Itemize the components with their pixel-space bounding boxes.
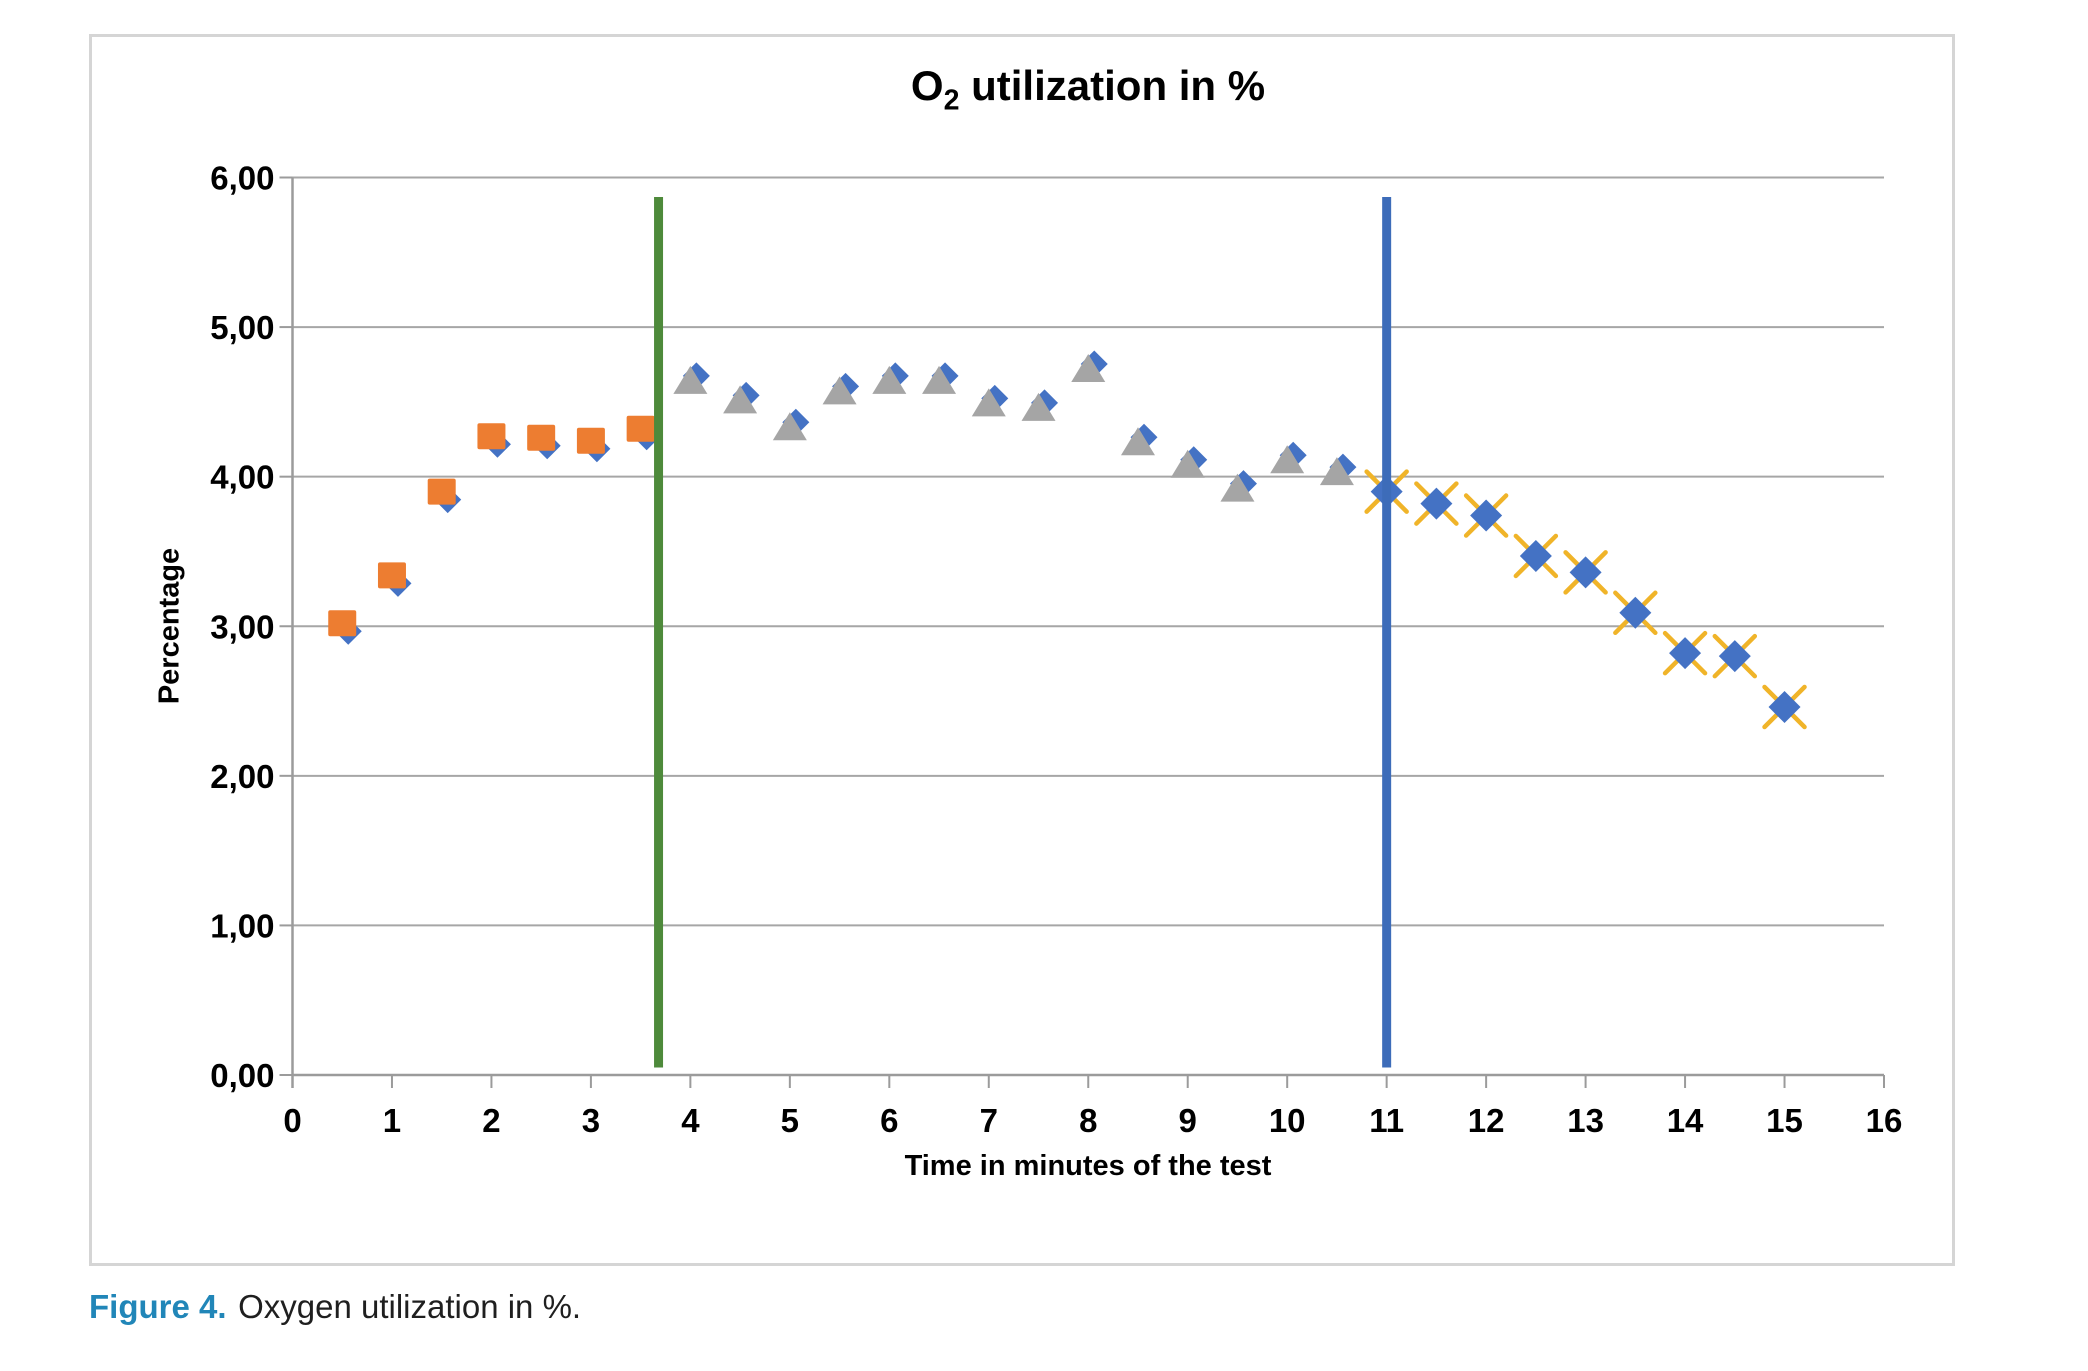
data-point-square — [377, 562, 406, 589]
data-point-triangle — [1021, 392, 1056, 421]
data-point-triangle — [723, 385, 758, 414]
chart-title-prefix: O — [910, 62, 944, 109]
x-tick-label: 12 — [1468, 1102, 1505, 1139]
data-point-triangle — [1220, 473, 1255, 502]
x-tick-label: 10 — [1269, 1102, 1306, 1139]
y-tick-label: 3,00 — [210, 608, 274, 645]
y-tick-label: 1,00 — [210, 907, 274, 944]
figure-caption-label: Figure 4. — [89, 1288, 227, 1325]
x-tick-label: 9 — [1179, 1102, 1197, 1139]
data-point-diamond — [1718, 640, 1751, 673]
data-point-triangle — [922, 365, 957, 394]
data-point-triangle — [971, 388, 1006, 417]
x-tick-label: 16 — [1866, 1102, 1903, 1139]
y-tick-label: 5,00 — [210, 309, 274, 346]
x-tick-label: 6 — [880, 1102, 898, 1139]
data-point-triangle — [1120, 427, 1155, 456]
x-tick-label: 2 — [482, 1102, 500, 1139]
data-point-triangle — [872, 365, 907, 394]
chart-title-suffix: utilization in % — [959, 62, 1266, 109]
x-tick-label: 3 — [582, 1102, 600, 1139]
y-axis-title: Percentage — [153, 547, 186, 705]
data-point-square — [427, 478, 456, 505]
x-tick-label: 15 — [1766, 1102, 1803, 1139]
data-point-diamond — [1420, 487, 1453, 520]
data-point-diamond — [1669, 637, 1702, 670]
data-point-triangle — [772, 412, 807, 441]
data-point-diamond — [1768, 691, 1801, 724]
data-point-square — [527, 424, 556, 451]
data-point-diamond — [1470, 499, 1503, 532]
data-point-triangle — [1071, 353, 1106, 382]
data-point-diamond — [1619, 596, 1652, 629]
x-tick-label: 8 — [1079, 1102, 1097, 1139]
figure-caption-text: Oxygen utilization in %. — [238, 1288, 582, 1325]
x-axis-title: Time in minutes of the test — [904, 1150, 1272, 1182]
data-point-square — [626, 415, 655, 442]
x-tick-label: 4 — [681, 1102, 700, 1139]
x-tick-label: 7 — [980, 1102, 998, 1139]
x-tick-label: 0 — [283, 1102, 301, 1139]
chart-title-subscript: 2 — [943, 84, 960, 117]
x-tick-label: 5 — [781, 1102, 799, 1139]
y-tick-label: 6,00 — [210, 160, 274, 197]
data-point-triangle — [1270, 445, 1305, 474]
data-point-triangle — [1319, 457, 1354, 486]
data-point-diamond — [1519, 539, 1552, 572]
data-point-triangle — [822, 376, 857, 405]
data-point-square — [576, 427, 605, 454]
figure-frame — [89, 34, 1955, 1266]
data-point-triangle — [673, 365, 708, 394]
x-tick-label: 14 — [1667, 1102, 1704, 1139]
chart-title: O2 utilization in % — [292, 62, 1884, 117]
data-point-square — [477, 423, 506, 450]
data-point-diamond — [1569, 556, 1602, 589]
x-tick-label: 1 — [383, 1102, 401, 1139]
data-point-triangle — [1170, 449, 1205, 478]
x-tick-label: 11 — [1369, 1102, 1404, 1139]
figure-caption: Figure 4. Oxygen utilization in %. — [89, 1288, 581, 1326]
y-tick-label: 2,00 — [210, 758, 274, 795]
y-tick-label: 4,00 — [210, 459, 274, 496]
y-tick-label: 0,00 — [210, 1057, 274, 1094]
x-tick-label: 13 — [1567, 1102, 1604, 1139]
data-point-square — [328, 610, 357, 637]
